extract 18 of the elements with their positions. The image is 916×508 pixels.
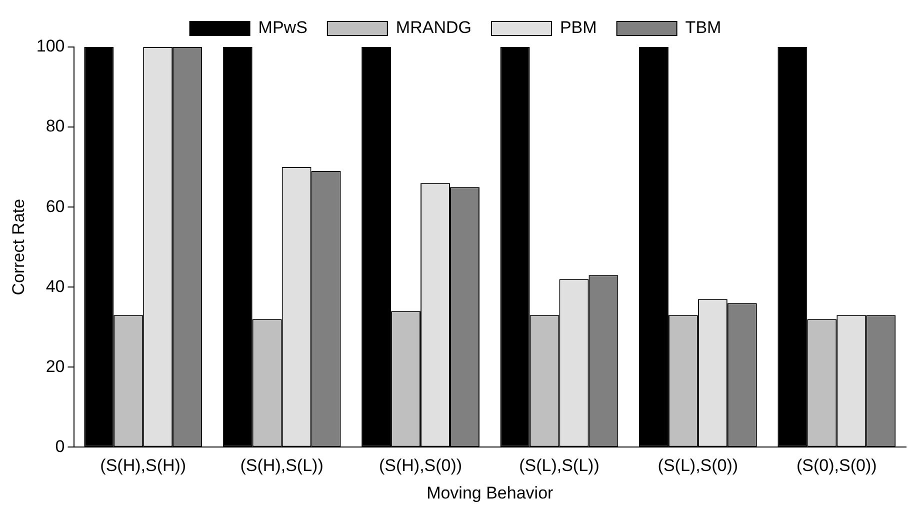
y-tick-label: 60 <box>46 196 65 216</box>
x-tick-label: (S(0),S(0)) <box>796 456 877 476</box>
legend-label: PBM <box>560 18 597 38</box>
legend-label: TBM <box>685 18 722 38</box>
x-tick-label: (S(L),S(L)) <box>519 456 600 476</box>
legend-label: MPwS <box>258 18 308 38</box>
x-tick-label: (S(H),S(H)) <box>100 456 186 476</box>
x-tick-label: (S(H),S(0)) <box>378 456 462 476</box>
y-tick-label: 0 <box>55 436 65 456</box>
x-tick-label: (S(H),S(L)) <box>240 456 324 476</box>
x-tick-label: (S(L),S(0)) <box>658 456 738 476</box>
y-tick-label: 80 <box>46 116 65 136</box>
x-axis-title: Moving Behavior <box>426 483 554 502</box>
y-axis-title: Correct Rate <box>8 198 28 296</box>
y-tick-label: 40 <box>46 276 65 296</box>
legend-label: MRANDG <box>396 18 472 38</box>
y-tick-label: 20 <box>46 356 65 376</box>
y-tick-label: 100 <box>36 36 65 56</box>
